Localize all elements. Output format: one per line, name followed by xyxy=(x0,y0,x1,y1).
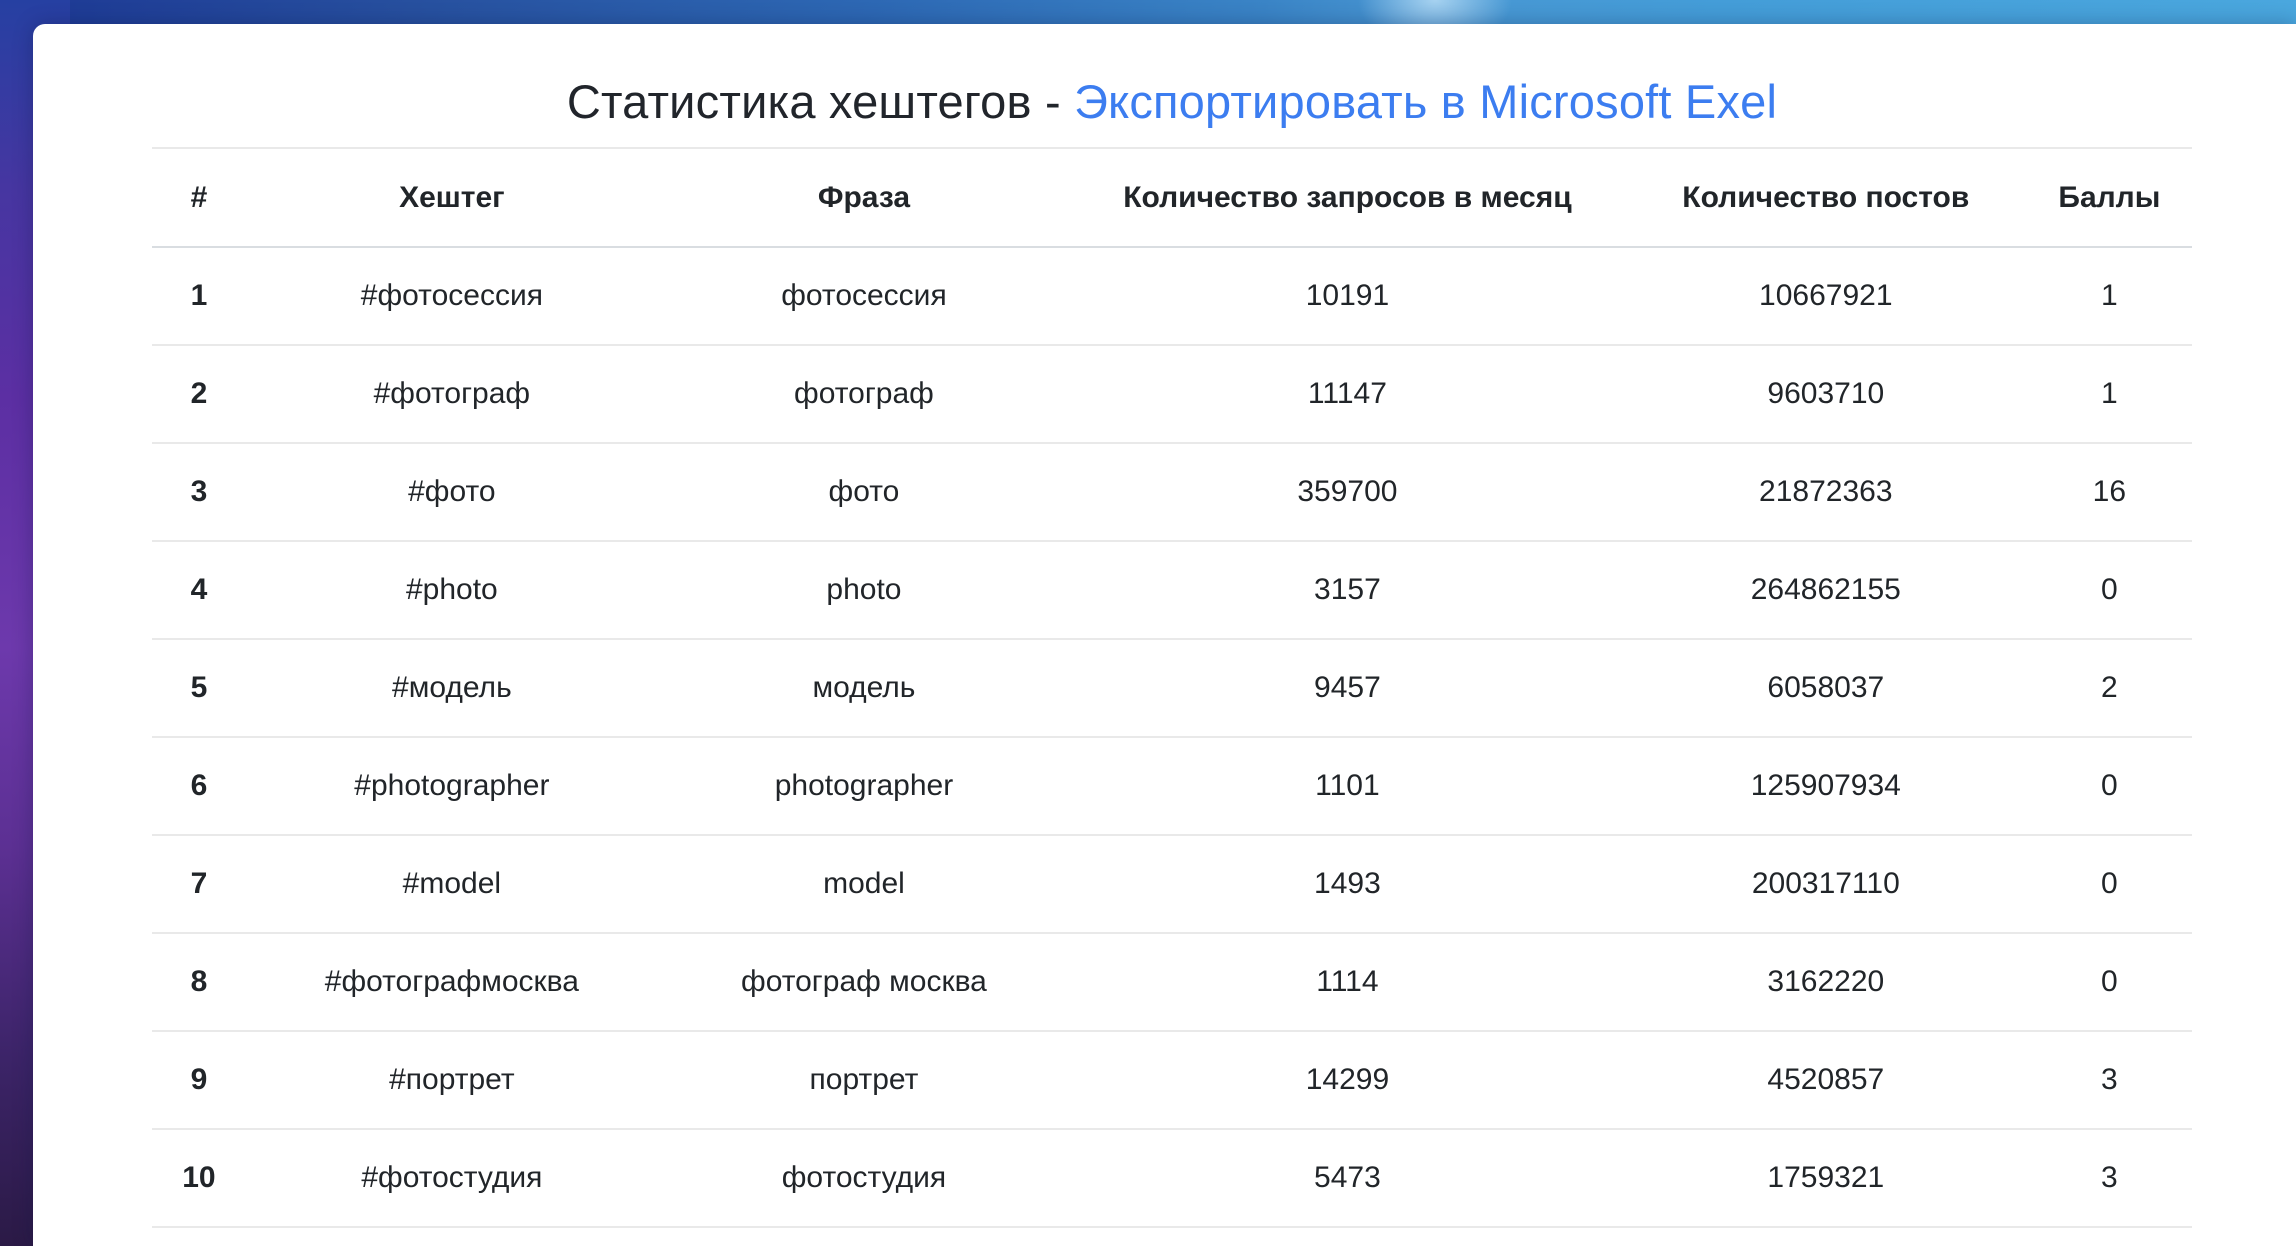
table-row: 10 #фотостудия фотостудия 5473 1759321 3 xyxy=(152,1129,2192,1228)
cell-phrase: модель xyxy=(657,639,1070,738)
cell-score: 0 xyxy=(2026,933,2192,1032)
cell-phrase: портрет xyxy=(657,1031,1070,1130)
table-row: 5 #модель модель 9457 6058037 2 xyxy=(152,639,2192,738)
cell-hashtag: #фотограф xyxy=(245,345,658,444)
cell-hashtag: #портрет xyxy=(245,1031,658,1130)
table-row: 6 #photographer photographer 1101 125907934 0 xyxy=(152,737,2192,836)
table-row: 9 #портрет портрет 14299 4520857 3 xyxy=(152,1031,2192,1130)
table-row: 3 #фото фото 359700 21872363 16 xyxy=(152,443,2192,542)
column-header-index: # xyxy=(152,148,246,248)
cell-requests_per_month: 11147 xyxy=(1069,345,1625,444)
cell-requests_per_month: 5473 xyxy=(1069,1129,1625,1228)
cell-requests_per_month: 1493 xyxy=(1069,835,1625,934)
cell-posts_count: 10667921 xyxy=(1624,247,2027,346)
cell-requests_per_month: 1114 xyxy=(1069,933,1625,1032)
cell-requests_per_month: 9457 xyxy=(1069,639,1625,738)
table-row: 1 #фотосессия фотосессия 10191 10667921 1 xyxy=(152,247,2192,346)
cell-score: 2 xyxy=(2026,639,2192,738)
cell-hashtag: #фотосессия xyxy=(245,247,658,346)
cell-requests_per_month: 1101 xyxy=(1069,737,1625,836)
table-row: 2 #фотограф фотограф 11147 9603710 1 xyxy=(152,345,2192,444)
export-to-excel-link[interactable]: Экспортировать в Microsoft Exel xyxy=(1074,75,1778,128)
cell-hashtag: #model xyxy=(245,835,658,934)
page-title-text: Статистика хештегов - xyxy=(566,75,1075,128)
cell-index: 9 xyxy=(152,1031,246,1130)
cell-requests_per_month: 10191 xyxy=(1069,247,1625,346)
column-header-hashtag: Хештег xyxy=(245,148,658,248)
cell-score: 3 xyxy=(2026,1031,2192,1130)
hashtag-stats-table: # Хештег Фраза Количество запросов в месяц К… xyxy=(152,147,2192,1228)
cell-phrase: фотограф москва xyxy=(657,933,1070,1032)
cell-posts_count: 200317110 xyxy=(1624,835,2027,934)
cell-score: 1 xyxy=(2026,247,2192,346)
cell-hashtag: #фото xyxy=(245,443,658,542)
cell-posts_count: 9603710 xyxy=(1624,345,2027,444)
cell-hashtag: #photographer xyxy=(245,737,658,836)
cell-score: 3 xyxy=(2026,1129,2192,1228)
column-header-requests_per_month: Количество запросов в месяц xyxy=(1069,148,1625,248)
cell-index: 4 xyxy=(152,541,246,640)
table-body: 1 #фотосессия фотосессия 10191 10667921 1 2 #фо… xyxy=(152,247,2192,1228)
cell-score: 0 xyxy=(2026,737,2192,836)
cell-posts_count: 125907934 xyxy=(1624,737,2027,836)
cell-hashtag: #фотостудия xyxy=(245,1129,658,1228)
cell-index: 8 xyxy=(152,933,246,1032)
cell-score: 0 xyxy=(2026,541,2192,640)
table-row: 8 #фотографмосква фотограф москва 1114 31622… xyxy=(152,933,2192,1032)
cell-score: 16 xyxy=(2026,443,2192,542)
cell-index: 10 xyxy=(152,1129,246,1228)
cell-phrase: фотосессия xyxy=(657,247,1070,346)
table-header: # Хештег Фраза Количество запросов в месяц К… xyxy=(152,148,2192,248)
cell-posts_count: 264862155 xyxy=(1624,541,2027,640)
table-header-row: # Хештег Фраза Количество запросов в месяц К… xyxy=(152,148,2192,248)
column-header-phrase: Фраза xyxy=(657,148,1070,248)
cell-phrase: фотостудия xyxy=(657,1129,1070,1228)
cell-posts_count: 6058037 xyxy=(1624,639,2027,738)
table-row: 4 #photo photo 3157 264862155 0 xyxy=(152,541,2192,640)
cell-index: 1 xyxy=(152,247,246,346)
cell-requests_per_month: 3157 xyxy=(1069,541,1625,640)
content-card: Статистика хештегов - Экспортировать в M… xyxy=(33,24,2296,1246)
cell-index: 6 xyxy=(152,737,246,836)
cell-phrase: model xyxy=(657,835,1070,934)
cell-posts_count: 21872363 xyxy=(1624,443,2027,542)
cell-hashtag: #фотографмосква xyxy=(245,933,658,1032)
table-row: 7 #model model 1493 200317110 0 xyxy=(152,835,2192,934)
cell-index: 2 xyxy=(152,345,246,444)
cell-index: 3 xyxy=(152,443,246,542)
cell-posts_count: 3162220 xyxy=(1624,933,2027,1032)
cell-hashtag: #photo xyxy=(245,541,658,640)
cell-score: 1 xyxy=(2026,345,2192,444)
cell-posts_count: 4520857 xyxy=(1624,1031,2027,1130)
cell-phrase: фото xyxy=(657,443,1070,542)
cell-hashtag: #модель xyxy=(245,639,658,738)
cell-phrase: photographer xyxy=(657,737,1070,836)
cell-phrase: photo xyxy=(657,541,1070,640)
cell-requests_per_month: 359700 xyxy=(1069,443,1625,542)
cell-score: 0 xyxy=(2026,835,2192,934)
cell-phrase: фотограф xyxy=(657,345,1070,444)
cell-requests_per_month: 14299 xyxy=(1069,1031,1625,1130)
page-title: Статистика хештегов - Экспортировать в M… xyxy=(152,72,2192,132)
cell-index: 7 xyxy=(152,835,246,934)
column-header-posts_count: Количество постов xyxy=(1624,148,2027,248)
column-header-score: Баллы xyxy=(2026,148,2192,248)
cell-posts_count: 1759321 xyxy=(1624,1129,2027,1228)
page-content: Статистика хештегов - Экспортировать в M… xyxy=(33,24,2192,1228)
cell-index: 5 xyxy=(152,639,246,738)
